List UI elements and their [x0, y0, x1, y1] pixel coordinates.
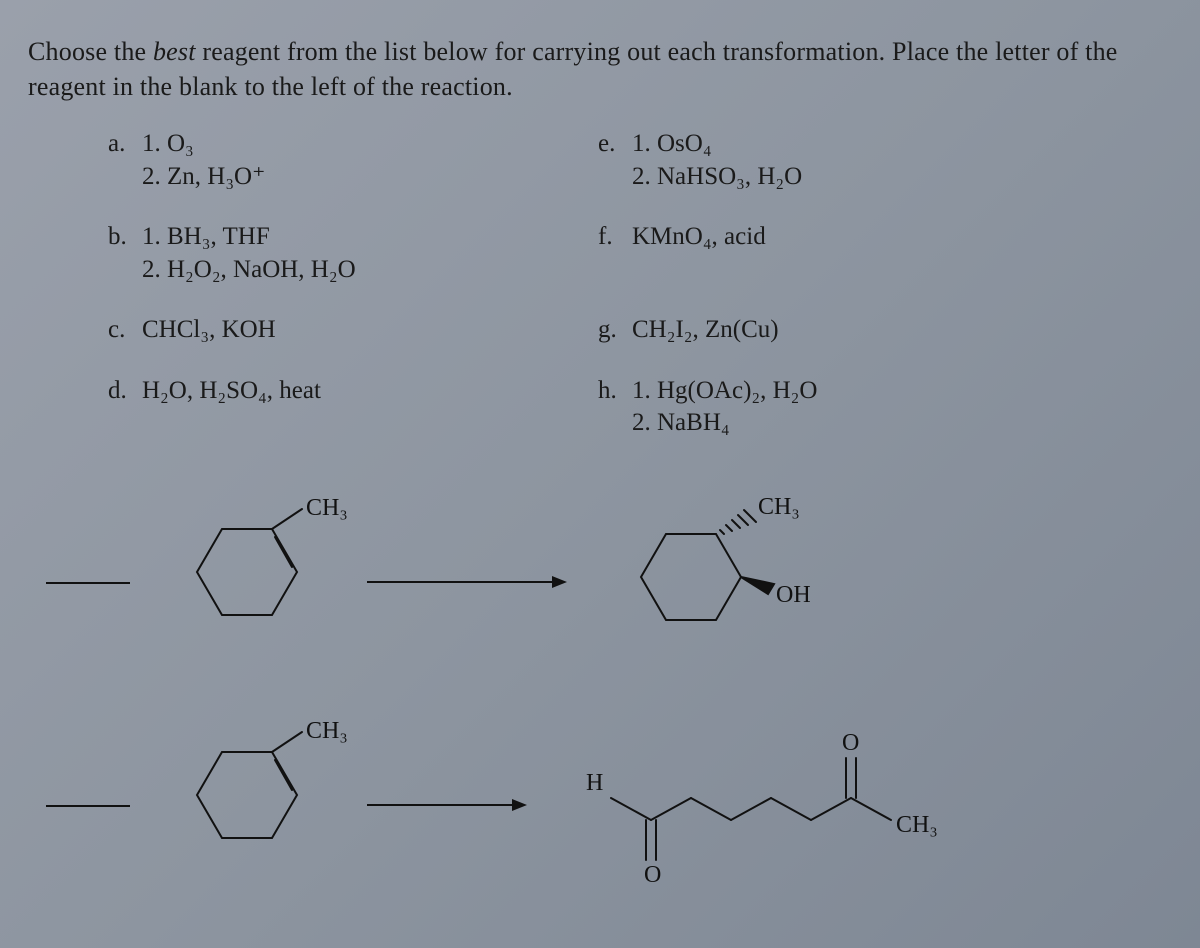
reagent-line: 1. O₃	[142, 128, 265, 161]
ch3-label: CH₃	[306, 720, 348, 744]
reagent-line: CHCl₃, KOH	[142, 314, 276, 347]
answer-blank[interactable]	[46, 580, 130, 584]
reaction-2: CH₃	[46, 720, 1172, 890]
starting-material-1: CH₃	[152, 497, 352, 667]
reagent-line: 2. H₂O₂, NaOH, H₂O	[142, 254, 356, 287]
reagent-c: c. CHCl₃, KOH	[108, 314, 538, 347]
reagent-h: h. 1. Hg(OAc)₂, H₂O 2. NaBH₄	[598, 375, 1028, 440]
reagent-letter: b.	[108, 221, 142, 254]
instr-prefix: Choose the	[28, 37, 153, 66]
o-label: O	[644, 862, 661, 888]
h-label: H	[586, 770, 603, 796]
reagent-letter: d.	[108, 375, 142, 408]
reagent-f: f. KMnO₄, acid	[598, 221, 1028, 286]
reagent-line: 1. OsO₄	[632, 128, 802, 161]
answer-blank[interactable]	[46, 803, 130, 807]
starting-material-2: CH₃	[152, 720, 352, 890]
reagent-line: CH₂I₂, Zn(Cu)	[632, 314, 779, 347]
reagent-a: a. 1. O₃ 2. Zn, H₃O⁺	[108, 128, 538, 193]
reagent-line: 2. NaBH₄	[632, 407, 817, 440]
page-root: Choose the best reagent from the list be…	[0, 0, 1200, 948]
reagent-line: 2. NaHSO₃, H₂O	[632, 161, 802, 194]
reaction-arrow	[362, 567, 572, 597]
reagent-b: b. 1. BH₃, THF 2. H₂O₂, NaOH, H₂O	[108, 221, 538, 286]
reagent-list: a. 1. O₃ 2. Zn, H₃O⁺ e. 1. OsO₄ 2. NaHSO…	[108, 128, 1172, 440]
reaction-arrow	[362, 790, 532, 820]
reagent-letter: h.	[598, 375, 632, 408]
reactions-area: CH₃	[46, 492, 1172, 890]
instr-em: best	[153, 37, 196, 66]
instruction-text: Choose the best reagent from the list be…	[28, 34, 1172, 104]
reagent-line: 1. Hg(OAc)₂, H₂O	[632, 375, 817, 408]
reagent-e: e. 1. OsO₄ 2. NaHSO₃, H₂O	[598, 128, 1028, 193]
reagent-line: 1. BH₃, THF	[142, 221, 356, 254]
reagent-letter: c.	[108, 314, 142, 347]
reagent-d: d. H₂O, H₂SO₄, heat	[108, 375, 538, 440]
oh-label: OH	[776, 582, 811, 608]
reaction-1: CH₃	[46, 492, 1172, 672]
reagent-letter: a.	[108, 128, 142, 161]
reagent-letter: f.	[598, 221, 632, 254]
reagent-g: g. CH₂I₂, Zn(Cu)	[598, 314, 1028, 347]
reagent-letter: g.	[598, 314, 632, 347]
ch3-label: CH₃	[896, 812, 938, 838]
reagent-line: KMnO₄, acid	[632, 221, 766, 254]
reagent-line: 2. Zn, H₃O⁺	[142, 161, 265, 194]
reagent-letter: e.	[598, 128, 632, 161]
ch3-label: CH₃	[758, 494, 800, 520]
reagent-line: H₂O, H₂SO₄, heat	[142, 375, 321, 408]
product-2: H O O CH₃	[556, 720, 986, 890]
product-1: CH₃ OH	[596, 492, 826, 672]
ch3-label: CH₃	[306, 497, 348, 521]
o-label: O	[842, 730, 859, 756]
